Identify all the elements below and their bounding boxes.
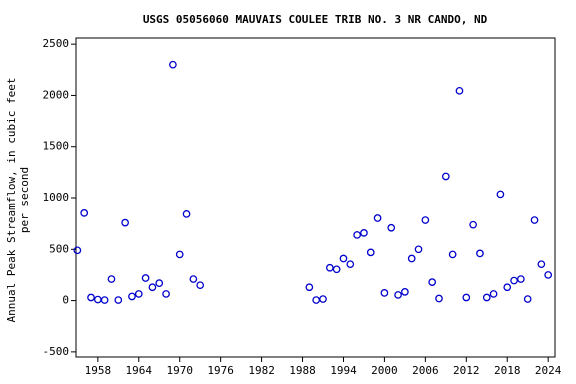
data-point [428, 278, 437, 286]
data-point [87, 293, 95, 302]
data-point [169, 60, 177, 69]
data-point [387, 223, 396, 232]
x-tick-label: 2012 [453, 364, 480, 377]
x-tick-label: 1964 [126, 364, 153, 377]
data-point [175, 250, 184, 259]
x-tick-label: 1982 [248, 364, 275, 377]
data-point [339, 254, 348, 263]
data-point [141, 274, 150, 282]
data-point [93, 295, 102, 304]
data-point [100, 296, 109, 304]
data-point [496, 190, 505, 199]
data-point [523, 295, 532, 303]
x-tick-label: 1988 [289, 364, 316, 377]
data-point [189, 275, 198, 283]
data-point [530, 216, 539, 224]
data-point [162, 290, 170, 298]
plot-frame [75, 37, 556, 358]
data-point [346, 260, 355, 269]
data-point [182, 210, 191, 218]
data-point [148, 283, 157, 292]
data-point [155, 279, 164, 287]
x-tick-label: 1976 [207, 364, 234, 377]
data-point [134, 290, 143, 298]
data-point [114, 296, 123, 304]
data-point [469, 220, 477, 229]
x-tick-label: 2006 [412, 364, 439, 377]
y-tick-label: 2000 [43, 88, 70, 101]
data-point [448, 250, 457, 259]
x-tick-label: 1970 [166, 364, 193, 377]
y-tick-label: 0 [62, 294, 69, 307]
chart-title: USGS 05056060 MAUVAIS COULEE TRIB NO. 3 … [143, 13, 488, 26]
y-tick-label: 500 [49, 242, 69, 255]
y-axis-label: Annual Peak Streamflow, in cubic feet [5, 77, 18, 322]
data-point [537, 260, 546, 269]
y-tick-label: 2500 [43, 37, 70, 50]
x-tick-label: 2000 [371, 364, 398, 377]
data-point [312, 296, 321, 304]
data-point [421, 216, 430, 224]
data-point [325, 263, 334, 272]
data-point [489, 290, 498, 298]
data-point [305, 283, 314, 292]
y-axis-label: per second [18, 167, 31, 233]
data-point [80, 209, 89, 217]
data-point [476, 249, 484, 258]
y-tick-label: 1000 [43, 191, 70, 204]
data-point [360, 229, 368, 237]
data-point [401, 288, 409, 296]
data-point [407, 254, 416, 263]
data-point [128, 292, 136, 301]
data-point [441, 172, 450, 181]
data-point [353, 231, 361, 239]
data-point [73, 246, 82, 255]
data-point [435, 294, 443, 303]
data-point [517, 275, 525, 283]
data-point [482, 293, 491, 302]
data-point [510, 276, 518, 285]
data-point [414, 245, 423, 254]
data-point [380, 289, 389, 297]
data-point [503, 283, 512, 292]
x-tick-label: 1994 [330, 364, 357, 377]
x-tick-label: 1958 [85, 364, 112, 377]
y-tick-label: -500 [43, 345, 70, 358]
data-point [462, 293, 471, 302]
x-tick-label: 2024 [535, 364, 562, 377]
data-point [121, 218, 129, 227]
data-point [455, 86, 464, 95]
data-point [319, 295, 327, 303]
x-tick-label: 2018 [494, 364, 521, 377]
data-point [332, 265, 341, 274]
data-point [373, 214, 382, 222]
data-point [196, 281, 205, 290]
data-point [366, 248, 375, 257]
data-point [394, 291, 402, 299]
y-tick-label: 1500 [43, 140, 70, 153]
data-point [544, 271, 553, 279]
data-point [107, 275, 116, 283]
